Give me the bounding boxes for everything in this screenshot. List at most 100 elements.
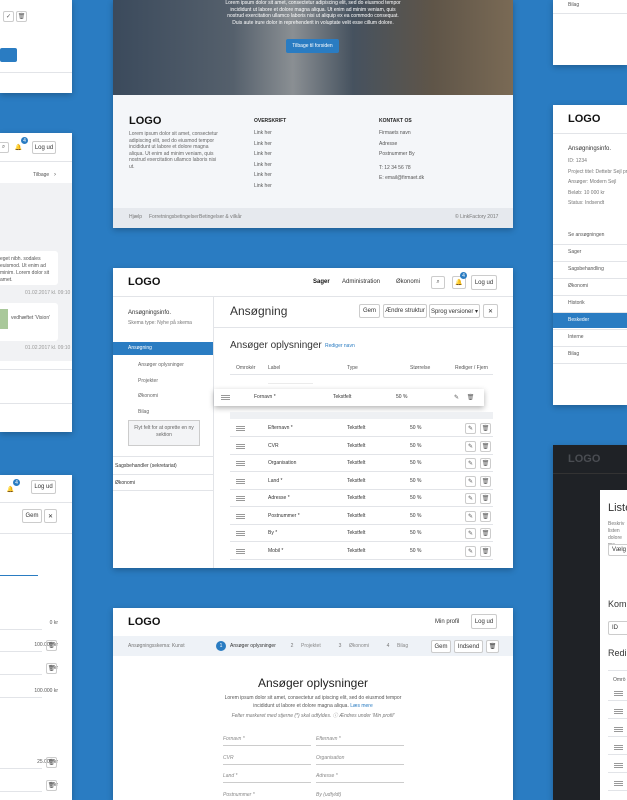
edit-icon[interactable]: ✎ (465, 458, 476, 469)
menu-item[interactable]: Sager (568, 249, 582, 255)
field-label[interactable]: Land * (223, 773, 238, 779)
nav-item[interactable]: Sager (313, 279, 330, 285)
submenu-item[interactable]: Projekter (138, 377, 159, 384)
button[interactable]: Gem (359, 304, 380, 318)
bell-icon[interactable]: 🔔 (6, 487, 15, 493)
menu-item[interactable]: Økonomi (115, 480, 136, 486)
field-label[interactable]: Postnummer * (223, 791, 255, 798)
logout-button[interactable]: Log ud (471, 275, 497, 290)
rename-link[interactable]: Rediger navn (325, 343, 355, 349)
menu-item[interactable]: Beskeder (568, 317, 590, 323)
save-button[interactable]: Gem (22, 509, 42, 523)
close-button[interactable]: ✕ (44, 509, 57, 523)
drag-handle[interactable] (236, 426, 245, 431)
submenu-item[interactable]: Bilag (138, 408, 150, 415)
nav-item[interactable]: Administration (342, 279, 381, 285)
drag-handle[interactable] (614, 727, 623, 732)
edit-icon[interactable]: ✎ (465, 528, 476, 539)
close-button[interactable]: ✕ (483, 304, 498, 318)
attachment-thumbnail[interactable] (0, 309, 8, 329)
footer-link[interactable]: Link her (254, 182, 272, 189)
search-icon[interactable]: ⌕ (0, 142, 9, 153)
delete-icon[interactable]: 🗑 (480, 440, 491, 452)
edit-icon[interactable]: ✎ (465, 440, 476, 452)
delete-icon[interactable]: 🗑 (46, 757, 57, 768)
step-label[interactable]: Økonomi (349, 643, 370, 649)
menu-item-active[interactable]: Ansøgning (128, 345, 152, 351)
drag-handle[interactable] (614, 763, 623, 768)
drag-handle[interactable] (236, 478, 245, 484)
footer-bottom-link[interactable]: Forretningsbetingelser (149, 214, 199, 220)
delete-icon[interactable]: 🗑 (480, 475, 491, 487)
delete-button[interactable]: 🗑 (486, 640, 499, 653)
menu-item[interactable]: Historik (568, 300, 585, 306)
button[interactable] (0, 48, 17, 62)
back-link[interactable]: Tilbage (33, 172, 50, 178)
footer-link[interactable]: Link her (254, 161, 272, 168)
footer-link[interactable]: Link her (254, 172, 272, 178)
search-icon[interactable]: ⌕ (431, 276, 445, 289)
menu-item[interactable]: Sagsbehandling (568, 266, 604, 272)
step-label[interactable]: Ansøger oplysninger (230, 643, 276, 649)
drag-handle[interactable] (614, 745, 623, 750)
delete-icon[interactable]: 🗑 (480, 458, 491, 469)
edit-icon[interactable]: ✎ (465, 475, 476, 487)
delete-icon[interactable]: 🗑 (466, 395, 475, 401)
drag-handle[interactable] (614, 781, 623, 786)
footer-link[interactable]: Link her (254, 140, 272, 147)
footer-bottom-link[interactable]: Hjælp (129, 214, 143, 220)
edit-icon[interactable]: ✎ (453, 395, 460, 401)
drag-handle[interactable] (236, 513, 245, 519)
submit-button[interactable]: Indsend (454, 640, 483, 653)
bell-icon[interactable]: 🔔 (452, 276, 466, 289)
drag-handle[interactable] (236, 548, 245, 554)
step-label[interactable]: Bilag (397, 643, 409, 649)
field-label[interactable]: By (udfyldt) (316, 791, 342, 798)
button[interactable]: Ændre struktur (383, 304, 427, 318)
dragged-row[interactable] (214, 389, 484, 406)
menu-item[interactable]: Sagsbehandler (sekretariat) (115, 463, 177, 469)
edit-icon[interactable]: ✎ (465, 545, 476, 557)
drag-handle[interactable] (614, 709, 623, 714)
save-button[interactable]: Gem (431, 640, 451, 653)
drag-handle[interactable] (221, 395, 230, 400)
field-label[interactable]: CVR (223, 754, 234, 761)
logout-button[interactable]: Log ud (32, 141, 56, 154)
delete-icon[interactable]: 🗑 (480, 545, 491, 557)
delete-icon[interactable]: 🗑 (480, 510, 491, 522)
drag-handle[interactable] (236, 443, 245, 449)
field-label[interactable]: Organisation (316, 754, 345, 761)
delete-icon[interactable]: 🗑 (46, 640, 57, 651)
bell-icon[interactable]: 🔔 (14, 145, 23, 151)
delete-icon[interactable]: 🗑 (480, 423, 491, 434)
delete-icon[interactable]: 🗑 (46, 780, 57, 791)
dropdown-button[interactable]: Sprog versioner ▾ (429, 304, 480, 318)
hero-button[interactable]: Tilbage til forsiden (286, 39, 339, 53)
nav-item[interactable]: Økonomi (396, 279, 421, 285)
drag-handle[interactable] (236, 461, 245, 466)
submenu-item[interactable]: Ansøger oplysninger (138, 362, 184, 368)
edit-icon[interactable]: ✎ (465, 423, 476, 434)
read-more-link[interactable]: Læs mere (350, 703, 373, 709)
field-label[interactable]: Efternavn * (316, 736, 341, 742)
profile-link[interactable]: Min profil (435, 619, 460, 625)
delete-icon[interactable]: 🗑 (480, 528, 491, 539)
step-label[interactable]: Projektet (301, 643, 321, 649)
field-label[interactable]: Adresse * (316, 773, 338, 779)
menu-item[interactable]: Se ansøgningen (568, 232, 605, 238)
footer-link[interactable]: Link her (254, 130, 272, 136)
field-label[interactable]: Fornavn * (223, 736, 245, 742)
footer-bottom-link[interactable]: Betingelser & vilkår (199, 214, 242, 220)
menu-item[interactable]: Interne (568, 334, 584, 340)
menu-item[interactable]: Bilag (568, 351, 580, 357)
drag-handle[interactable] (614, 691, 623, 696)
footer-link[interactable]: Link her (254, 151, 272, 157)
drag-handle[interactable] (236, 496, 245, 501)
menu-item[interactable]: Bilag (568, 2, 580, 8)
edit-icon[interactable]: ✎ (465, 510, 476, 522)
drag-handle[interactable] (236, 531, 245, 536)
edit-icon[interactable]: ✎ (465, 493, 476, 504)
delete-icon[interactable]: 🗑 (46, 663, 57, 674)
input[interactable]: ID (608, 621, 627, 635)
menu-item[interactable]: Økonomi (568, 283, 589, 289)
